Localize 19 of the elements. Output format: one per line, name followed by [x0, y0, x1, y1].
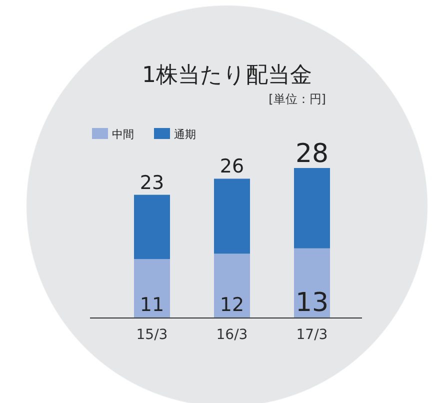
- x-tick-label: 17/3: [296, 327, 328, 343]
- bar: [214, 254, 250, 318]
- x-tick-label: 15/3: [136, 327, 168, 343]
- total-label: 26: [220, 156, 244, 178]
- bar: [214, 178, 250, 254]
- chart-subtitle: [単位：円]: [268, 92, 326, 106]
- data-label: 13: [295, 288, 329, 318]
- legend-label: 通期: [174, 128, 196, 141]
- bar: [294, 168, 330, 248]
- data-label: 11: [140, 294, 164, 316]
- total-label: 28: [295, 139, 329, 169]
- bar: [134, 194, 170, 260]
- data-label: 12: [220, 294, 244, 316]
- bar: [294, 248, 330, 318]
- bar: [134, 259, 170, 318]
- x-tick-label: 16/3: [216, 327, 248, 343]
- total-label: 23: [140, 172, 164, 194]
- legend-label: 中間: [112, 128, 134, 141]
- chart-title: 1株当たり配当金: [142, 63, 312, 88]
